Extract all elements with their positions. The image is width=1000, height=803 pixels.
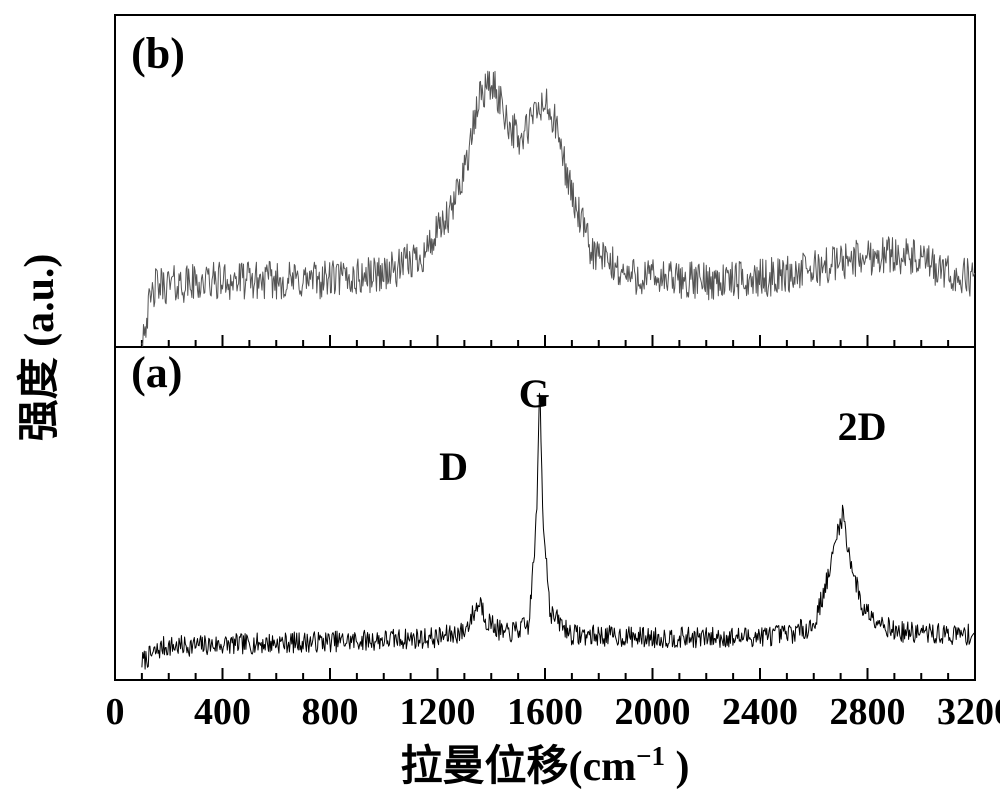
svg-text:(a): (a) <box>131 348 182 397</box>
svg-text:2400: 2400 <box>722 691 798 733</box>
svg-text:3200: 3200 <box>937 691 1000 733</box>
svg-text:0: 0 <box>106 691 125 733</box>
svg-text:2D: 2D <box>838 404 887 449</box>
svg-text:D: D <box>439 444 468 489</box>
svg-text:2000: 2000 <box>615 691 691 733</box>
raman-chart-svg: 0400800120016002000240028003200拉曼位移(cm−1… <box>0 0 1000 803</box>
svg-text:800: 800 <box>302 691 359 733</box>
svg-text:(b): (b) <box>131 29 185 78</box>
svg-text:1600: 1600 <box>507 691 583 733</box>
svg-text:400: 400 <box>194 691 251 733</box>
raman-chart-container: 0400800120016002000240028003200拉曼位移(cm−1… <box>0 0 1000 803</box>
svg-text:2800: 2800 <box>830 691 906 733</box>
svg-text:G: G <box>519 371 550 416</box>
svg-text:1200: 1200 <box>400 691 476 733</box>
svg-text:强度 (a.u.): 强度 (a.u.) <box>16 254 63 442</box>
